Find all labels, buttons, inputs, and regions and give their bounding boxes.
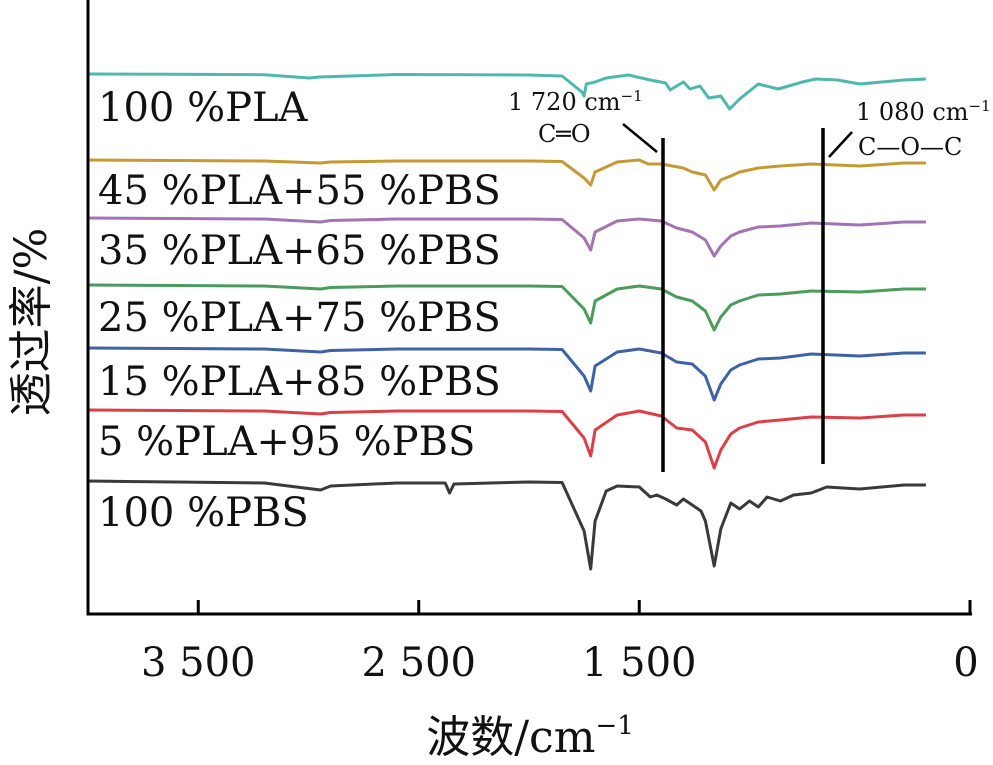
annotation-c-o-group: C═O: [538, 120, 591, 148]
annotation-c-o-c-group: C—O—C: [858, 133, 962, 161]
x-tick-label-0: 0: [953, 640, 978, 686]
x-tick-label-1500: 1 500: [582, 640, 697, 686]
annotation-1720-wavenumber: 1 720 cm−1: [508, 87, 643, 116]
series-labels: 100 %PLA 45 %PLA+55 %PBS 35 %PLA+65 %PBS 25…: [98, 85, 501, 536]
x-tick-label-3500: 3 500: [141, 640, 256, 686]
series-line-45-pla-55-pbs: [87, 158, 926, 192]
series-label-100-pbs: 100 %PBS: [98, 490, 309, 536]
series-label-100-pla: 100 %PLA: [98, 85, 309, 131]
y-axis-title: 透过率/%: [6, 228, 57, 417]
series-label-25-pla-75-pbs: 25 %PLA+75 %PBS: [98, 295, 501, 341]
x-tick-label-2500: 2 500: [361, 640, 476, 686]
series-line-100-pbs: [87, 479, 926, 571]
x-ticks: 3 500 2 500 1 500 0: [141, 600, 979, 686]
series-label-15-pla-85-pbs: 15 %PLA+85 %PBS: [98, 359, 501, 405]
c-o-leader-line: [622, 123, 658, 153]
axes: [86, 0, 972, 616]
c-o-c-leader-line: [828, 131, 853, 158]
series-label-35-pla-65-pbs: 35 %PLA+65 %PBS: [98, 228, 501, 274]
annotations: 1 720 cm−1 C═O 1 080 cm−1 C—O—C: [508, 87, 991, 472]
series-label-45-pla-55-pbs: 45 %PLA+55 %PBS: [98, 168, 501, 214]
series-line-100-pla: [87, 72, 926, 111]
x-axis-title: 波数/cm−1: [426, 711, 634, 763]
series-label-5-pla-95-pbs: 5 %PLA+95 %PBS: [98, 419, 475, 465]
annotation-1080-wavenumber: 1 080 cm−1: [856, 97, 991, 126]
